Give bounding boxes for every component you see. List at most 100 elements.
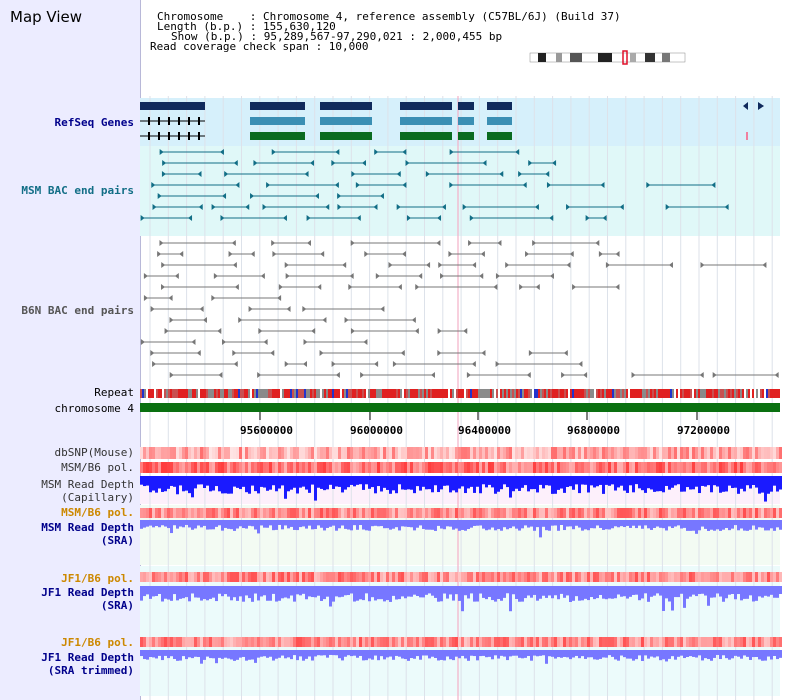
heat-cell: [443, 462, 446, 473]
depth-bar: [194, 586, 197, 598]
depth-bar: [425, 476, 428, 490]
bac-end-marker: [285, 273, 290, 279]
heat-cell: [395, 508, 398, 518]
heat-cell: [308, 637, 311, 647]
jf1-b6-pol-label[interactable]: JF1/B6 pol.: [61, 572, 134, 585]
heat-cell: [683, 637, 686, 647]
msm-depth-sra-label[interactable]: MSM Read Depth (SRA): [41, 521, 134, 547]
heat-cell: [431, 572, 434, 582]
heat-cell: [428, 637, 431, 647]
heat-cell: [176, 508, 179, 518]
depth-bar: [779, 476, 782, 490]
heat-cell: [590, 637, 593, 647]
depth-bar: [773, 586, 776, 598]
heat-cell: [287, 637, 290, 647]
depth-bar: [617, 476, 620, 488]
depth-bar: [584, 476, 587, 485]
repeat-cell: [388, 389, 390, 398]
repeat-cell: [222, 389, 224, 398]
heat-cell: [401, 637, 404, 647]
refseq-genes-label[interactable]: RefSeq Genes: [54, 116, 134, 129]
msm-depth-capillary-label[interactable]: MSM Read Depth (Capillary): [41, 478, 134, 504]
depth-bar: [590, 476, 593, 486]
heat-cell: [623, 572, 626, 582]
heat-cell: [476, 572, 479, 582]
depth-bar: [644, 586, 647, 594]
depth-bar: [623, 520, 626, 528]
heat-cell: [143, 462, 146, 473]
msm-bac-label[interactable]: MSM BAC end pairs: [21, 184, 134, 197]
heat-cell: [623, 462, 626, 473]
heat-cell: [188, 508, 191, 518]
heat-cell: [404, 508, 407, 518]
depth-bar: [617, 520, 620, 528]
repeat-cell: [394, 389, 396, 398]
depth-bar: [452, 520, 455, 530]
depth-bar: [581, 476, 584, 485]
heat-cell: [149, 447, 152, 459]
heat-cell: [551, 447, 554, 459]
bac-end-marker: [270, 350, 275, 356]
heat-cell: [167, 572, 170, 582]
depth-bar: [410, 520, 413, 528]
heat-cell: [617, 508, 620, 518]
heat-cell: [614, 508, 617, 518]
bac-end-marker: [438, 262, 443, 268]
depth-bar: [665, 650, 668, 662]
repeat-cell: [330, 389, 332, 398]
repeat-cell: [268, 389, 270, 398]
repeat-cell: [768, 389, 770, 398]
heat-cell: [377, 462, 380, 473]
depth-bar: [635, 476, 638, 485]
repeat-cell: [536, 389, 538, 398]
heat-cell: [656, 572, 659, 582]
bac-end-marker: [342, 262, 347, 268]
b6n-bac-label[interactable]: B6N BAC end pairs: [21, 304, 134, 317]
heat-cell: [305, 447, 308, 459]
jf1-depth-sra-label[interactable]: JF1 Read Depth (SRA): [41, 586, 134, 612]
depth-bar: [386, 586, 389, 601]
bac-end-marker: [179, 251, 184, 257]
heat-cell: [725, 462, 728, 473]
dbsnp-label[interactable]: dbSNP(Mouse): [54, 446, 134, 459]
depth-bar: [476, 476, 479, 487]
heat-cell: [167, 447, 170, 459]
heat-cell: [521, 572, 524, 582]
bac-end-marker: [441, 204, 446, 210]
depth-bar: [230, 520, 233, 530]
heat-cell: [323, 447, 326, 459]
depth-bar: [284, 650, 287, 659]
heat-cell: [413, 637, 416, 647]
heat-cell: [749, 572, 752, 582]
depth-bar: [269, 520, 272, 526]
depth-bar: [230, 586, 233, 601]
heat-cell: [779, 462, 782, 473]
heat-cell: [512, 447, 515, 459]
msm-b6-pol-label-2[interactable]: MSM/B6 pol.: [61, 506, 134, 519]
depth-bar: [368, 520, 371, 531]
depth-bar: [209, 586, 212, 599]
heat-cell: [734, 462, 737, 473]
depth-bar: [704, 476, 707, 487]
gene-exon-tick: [188, 117, 190, 125]
heat-cell: [470, 572, 473, 582]
bac-end-marker: [469, 215, 474, 221]
repeat-cell: [234, 389, 236, 398]
depth-bar: [482, 476, 485, 485]
heat-cell: [593, 572, 596, 582]
repeat-cell: [702, 389, 704, 398]
heat-cell: [554, 508, 557, 518]
jf1-depth-trimmed-label[interactable]: JF1 Read Depth (SRA trimmed): [41, 651, 134, 677]
heat-cell: [557, 572, 560, 582]
heat-cell: [656, 637, 659, 647]
jf1-b6-pol-label-2[interactable]: JF1/B6 pol.: [61, 636, 134, 649]
heat-cell: [323, 637, 326, 647]
heat-cell: [722, 447, 725, 459]
repeat-cell: [776, 389, 778, 398]
msm-b6-pol-label[interactable]: MSM/B6 pol.: [61, 461, 134, 474]
heat-cell: [743, 637, 746, 647]
depth-bar: [578, 520, 581, 528]
heat-cell: [611, 508, 614, 518]
repeat-cell: [578, 389, 580, 398]
